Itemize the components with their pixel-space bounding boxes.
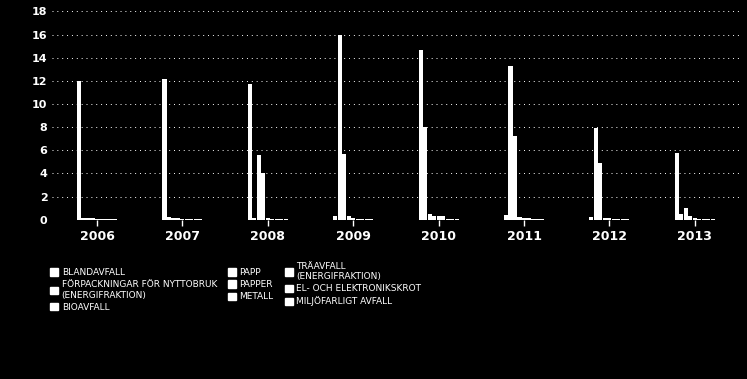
Bar xyxy=(248,85,252,220)
Bar xyxy=(104,219,108,220)
Bar xyxy=(518,217,521,220)
Bar xyxy=(527,218,530,220)
Bar xyxy=(513,136,517,220)
Bar xyxy=(113,219,117,220)
Bar xyxy=(418,50,423,220)
Bar xyxy=(692,218,697,220)
Bar xyxy=(86,218,90,220)
Bar xyxy=(193,219,198,220)
Bar xyxy=(270,219,274,220)
Bar xyxy=(171,218,176,220)
Bar xyxy=(710,219,715,220)
Bar xyxy=(450,219,454,220)
Bar xyxy=(625,219,630,220)
Bar xyxy=(342,154,347,220)
Bar xyxy=(252,218,256,220)
Bar xyxy=(432,216,436,220)
Bar xyxy=(441,216,445,220)
Bar xyxy=(284,219,288,220)
Bar xyxy=(509,66,512,220)
Bar xyxy=(706,219,710,220)
Bar xyxy=(99,219,104,220)
Bar xyxy=(162,78,167,220)
Legend: BLANDAVFALL, FÖRPACKNINGAR FÖR NYTTOBRUK
(ENERGIFRAKTION), BIOAVFALL, PAPP, PAPP: BLANDAVFALL, FÖRPACKNINGAR FÖR NYTTOBRUK… xyxy=(50,262,421,312)
Bar xyxy=(266,218,270,220)
Bar xyxy=(603,218,607,220)
Bar xyxy=(679,214,684,220)
Bar xyxy=(423,127,427,220)
Bar xyxy=(275,219,279,220)
Bar xyxy=(589,217,593,220)
Bar xyxy=(697,219,701,220)
Bar xyxy=(607,218,612,220)
Bar xyxy=(436,216,441,220)
Bar xyxy=(369,219,374,220)
Bar xyxy=(365,219,369,220)
Bar xyxy=(360,219,365,220)
Bar xyxy=(454,219,459,220)
Bar xyxy=(261,174,265,220)
Bar xyxy=(598,163,603,220)
Bar xyxy=(701,219,706,220)
Bar xyxy=(356,219,360,220)
Bar xyxy=(427,214,432,220)
Bar xyxy=(257,155,261,220)
Bar xyxy=(108,219,113,220)
Bar xyxy=(338,34,342,220)
Bar xyxy=(189,219,193,220)
Bar xyxy=(616,219,621,220)
Bar xyxy=(90,218,95,220)
Bar xyxy=(536,219,539,220)
Bar xyxy=(531,219,535,220)
Bar xyxy=(675,153,679,220)
Bar xyxy=(594,128,598,220)
Bar xyxy=(522,218,526,220)
Bar xyxy=(199,219,202,220)
Bar xyxy=(445,219,450,220)
Bar xyxy=(612,219,616,220)
Bar xyxy=(81,218,86,220)
Bar xyxy=(279,219,283,220)
Bar xyxy=(347,216,351,220)
Bar xyxy=(540,219,544,220)
Bar xyxy=(95,219,99,220)
Bar xyxy=(504,215,508,220)
Bar xyxy=(333,216,338,220)
Bar xyxy=(688,216,692,220)
Bar xyxy=(180,219,185,220)
Bar xyxy=(176,218,180,220)
Bar xyxy=(684,208,688,220)
Bar xyxy=(351,218,356,220)
Bar xyxy=(185,219,189,220)
Bar xyxy=(167,217,171,220)
Bar xyxy=(77,81,81,220)
Bar xyxy=(621,219,625,220)
